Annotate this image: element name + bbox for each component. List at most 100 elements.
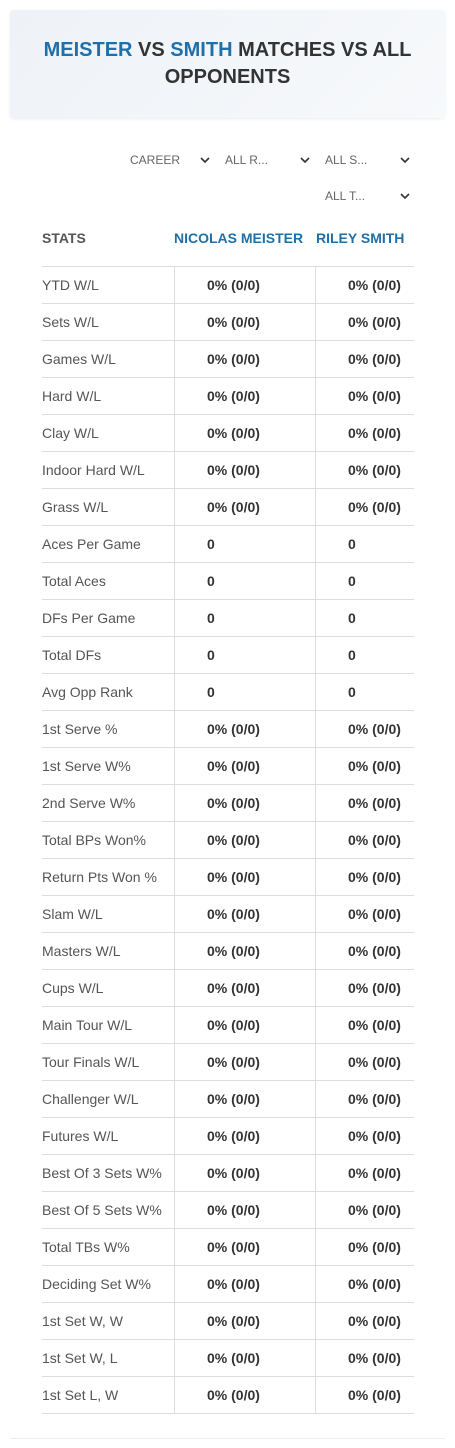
stat-value: 0 bbox=[348, 647, 356, 663]
divider bbox=[42, 895, 414, 896]
divider bbox=[174, 267, 175, 1414]
column-header: STATS bbox=[42, 230, 86, 246]
stat-label: Tour Finals W/L bbox=[42, 1054, 140, 1070]
stat-label: Clay W/L bbox=[42, 425, 99, 441]
stat-label: Futures W/L bbox=[42, 1128, 119, 1144]
divider bbox=[42, 858, 414, 859]
stat-value: 0% (0/0) bbox=[207, 1165, 260, 1181]
divider bbox=[42, 821, 414, 822]
stat-label: Cups W/L bbox=[42, 980, 104, 996]
dropdown-label: ALL R... bbox=[225, 153, 268, 167]
stat-value: 0% (0/0) bbox=[207, 980, 260, 996]
stat-value: 0 bbox=[207, 610, 215, 626]
stat-value: 0 bbox=[207, 573, 215, 589]
stat-value: 0% (0/0) bbox=[348, 277, 401, 293]
divider bbox=[42, 340, 414, 341]
dropdown[interactable]: ALL R... bbox=[225, 150, 315, 170]
stat-value: 0% (0/0) bbox=[348, 758, 401, 774]
stat-value: 0% (0/0) bbox=[348, 351, 401, 367]
stat-value: 0% (0/0) bbox=[207, 1054, 260, 1070]
stat-label: Masters W/L bbox=[42, 943, 121, 959]
dropdown-label: ALL S... bbox=[325, 153, 368, 167]
dropdown-label: CAREER bbox=[130, 153, 181, 167]
stat-label: Total TBs W% bbox=[42, 1239, 130, 1255]
stat-label: 1st Set W, L bbox=[42, 1350, 118, 1366]
stat-value: 0 bbox=[207, 684, 215, 700]
divider bbox=[42, 266, 414, 267]
chevron-icon bbox=[400, 157, 410, 164]
stat-label: Grass W/L bbox=[42, 499, 109, 515]
title-part: VS bbox=[138, 39, 165, 61]
stat-value: 0% (0/0) bbox=[207, 462, 260, 478]
stat-value: 0% (0/0) bbox=[207, 388, 260, 404]
stat-label: Deciding Set W% bbox=[42, 1276, 151, 1292]
divider bbox=[42, 1154, 414, 1155]
divider bbox=[42, 932, 414, 933]
stat-label: Slam W/L bbox=[42, 906, 103, 922]
divider bbox=[42, 1265, 414, 1266]
stat-label: 1st Set W, W bbox=[42, 1313, 123, 1329]
stat-value: 0% (0/0) bbox=[207, 1350, 260, 1366]
stat-label: Indoor Hard W/L bbox=[42, 462, 145, 478]
divider bbox=[42, 1376, 414, 1377]
divider bbox=[42, 1043, 414, 1044]
stat-value: 0% (0/0) bbox=[348, 314, 401, 330]
stat-value: 0% (0/0) bbox=[348, 721, 401, 737]
chevron-icon bbox=[200, 157, 210, 164]
divider bbox=[42, 747, 414, 748]
divider bbox=[42, 1339, 414, 1340]
column-header: NICOLAS MEISTER bbox=[174, 230, 304, 246]
stat-value: 0% (0/0) bbox=[207, 351, 260, 367]
stat-value: 0% (0/0) bbox=[207, 869, 260, 885]
stat-value: 0% (0/0) bbox=[207, 1387, 260, 1403]
stat-value: 0% (0/0) bbox=[348, 499, 401, 515]
chevron-icon bbox=[300, 157, 310, 164]
stat-value: 0% (0/0) bbox=[207, 1091, 260, 1107]
header: MEISTER VS SMITH MATCHES VS ALL OPPONENT… bbox=[10, 10, 445, 118]
stat-label: YTD W/L bbox=[42, 277, 99, 293]
stat-value: 0% (0/0) bbox=[207, 1313, 260, 1329]
dropdown[interactable]: ALL S... bbox=[325, 150, 415, 170]
stat-label: DFs Per Game bbox=[42, 610, 136, 626]
divider bbox=[42, 1228, 414, 1229]
stat-value: 0% (0/0) bbox=[348, 1091, 401, 1107]
divider bbox=[42, 1006, 414, 1007]
dropdown[interactable]: CAREER bbox=[130, 150, 215, 170]
stat-value: 0 bbox=[348, 610, 356, 626]
stat-value: 0% (0/0) bbox=[207, 277, 260, 293]
stat-value: 0% (0/0) bbox=[207, 1128, 260, 1144]
title-part: MEISTER bbox=[43, 39, 133, 61]
divider bbox=[42, 1191, 414, 1192]
stat-value: 0% (0/0) bbox=[348, 1276, 401, 1292]
stat-label: 1st Set L, W bbox=[42, 1387, 119, 1403]
stat-value: 0% (0/0) bbox=[348, 425, 401, 441]
stat-value: 0% (0/0) bbox=[207, 1202, 260, 1218]
stat-value: 0% (0/0) bbox=[348, 943, 401, 959]
stat-value: 0% (0/0) bbox=[207, 906, 260, 922]
stat-value: 0 bbox=[207, 647, 215, 663]
stat-value: 0% (0/0) bbox=[207, 499, 260, 515]
stat-value: 0 bbox=[348, 573, 356, 589]
dropdown[interactable]: ALL T... bbox=[325, 186, 415, 206]
stat-value: 0% (0/0) bbox=[207, 795, 260, 811]
stat-value: 0% (0/0) bbox=[348, 906, 401, 922]
divider bbox=[42, 451, 414, 452]
stat-value: 0 bbox=[348, 536, 356, 552]
divider bbox=[42, 377, 414, 378]
divider bbox=[42, 303, 414, 304]
title-part: SMITH bbox=[170, 39, 233, 61]
divider bbox=[42, 414, 414, 415]
stat-value: 0% (0/0) bbox=[348, 1202, 401, 1218]
stat-value: 0% (0/0) bbox=[348, 388, 401, 404]
stat-value: 0% (0/0) bbox=[207, 1239, 260, 1255]
stat-value: 0% (0/0) bbox=[207, 758, 260, 774]
stat-value: 0% (0/0) bbox=[348, 869, 401, 885]
stat-label: Total DFs bbox=[42, 647, 102, 663]
stat-label: 2nd Serve W% bbox=[42, 795, 136, 811]
divider bbox=[42, 488, 414, 489]
stat-value: 0% (0/0) bbox=[348, 1128, 401, 1144]
divider bbox=[42, 784, 414, 785]
stat-label: Games W/L bbox=[42, 351, 116, 367]
stat-label: 1st Serve W% bbox=[42, 758, 131, 774]
dropdown-label: ALL T... bbox=[325, 189, 366, 203]
